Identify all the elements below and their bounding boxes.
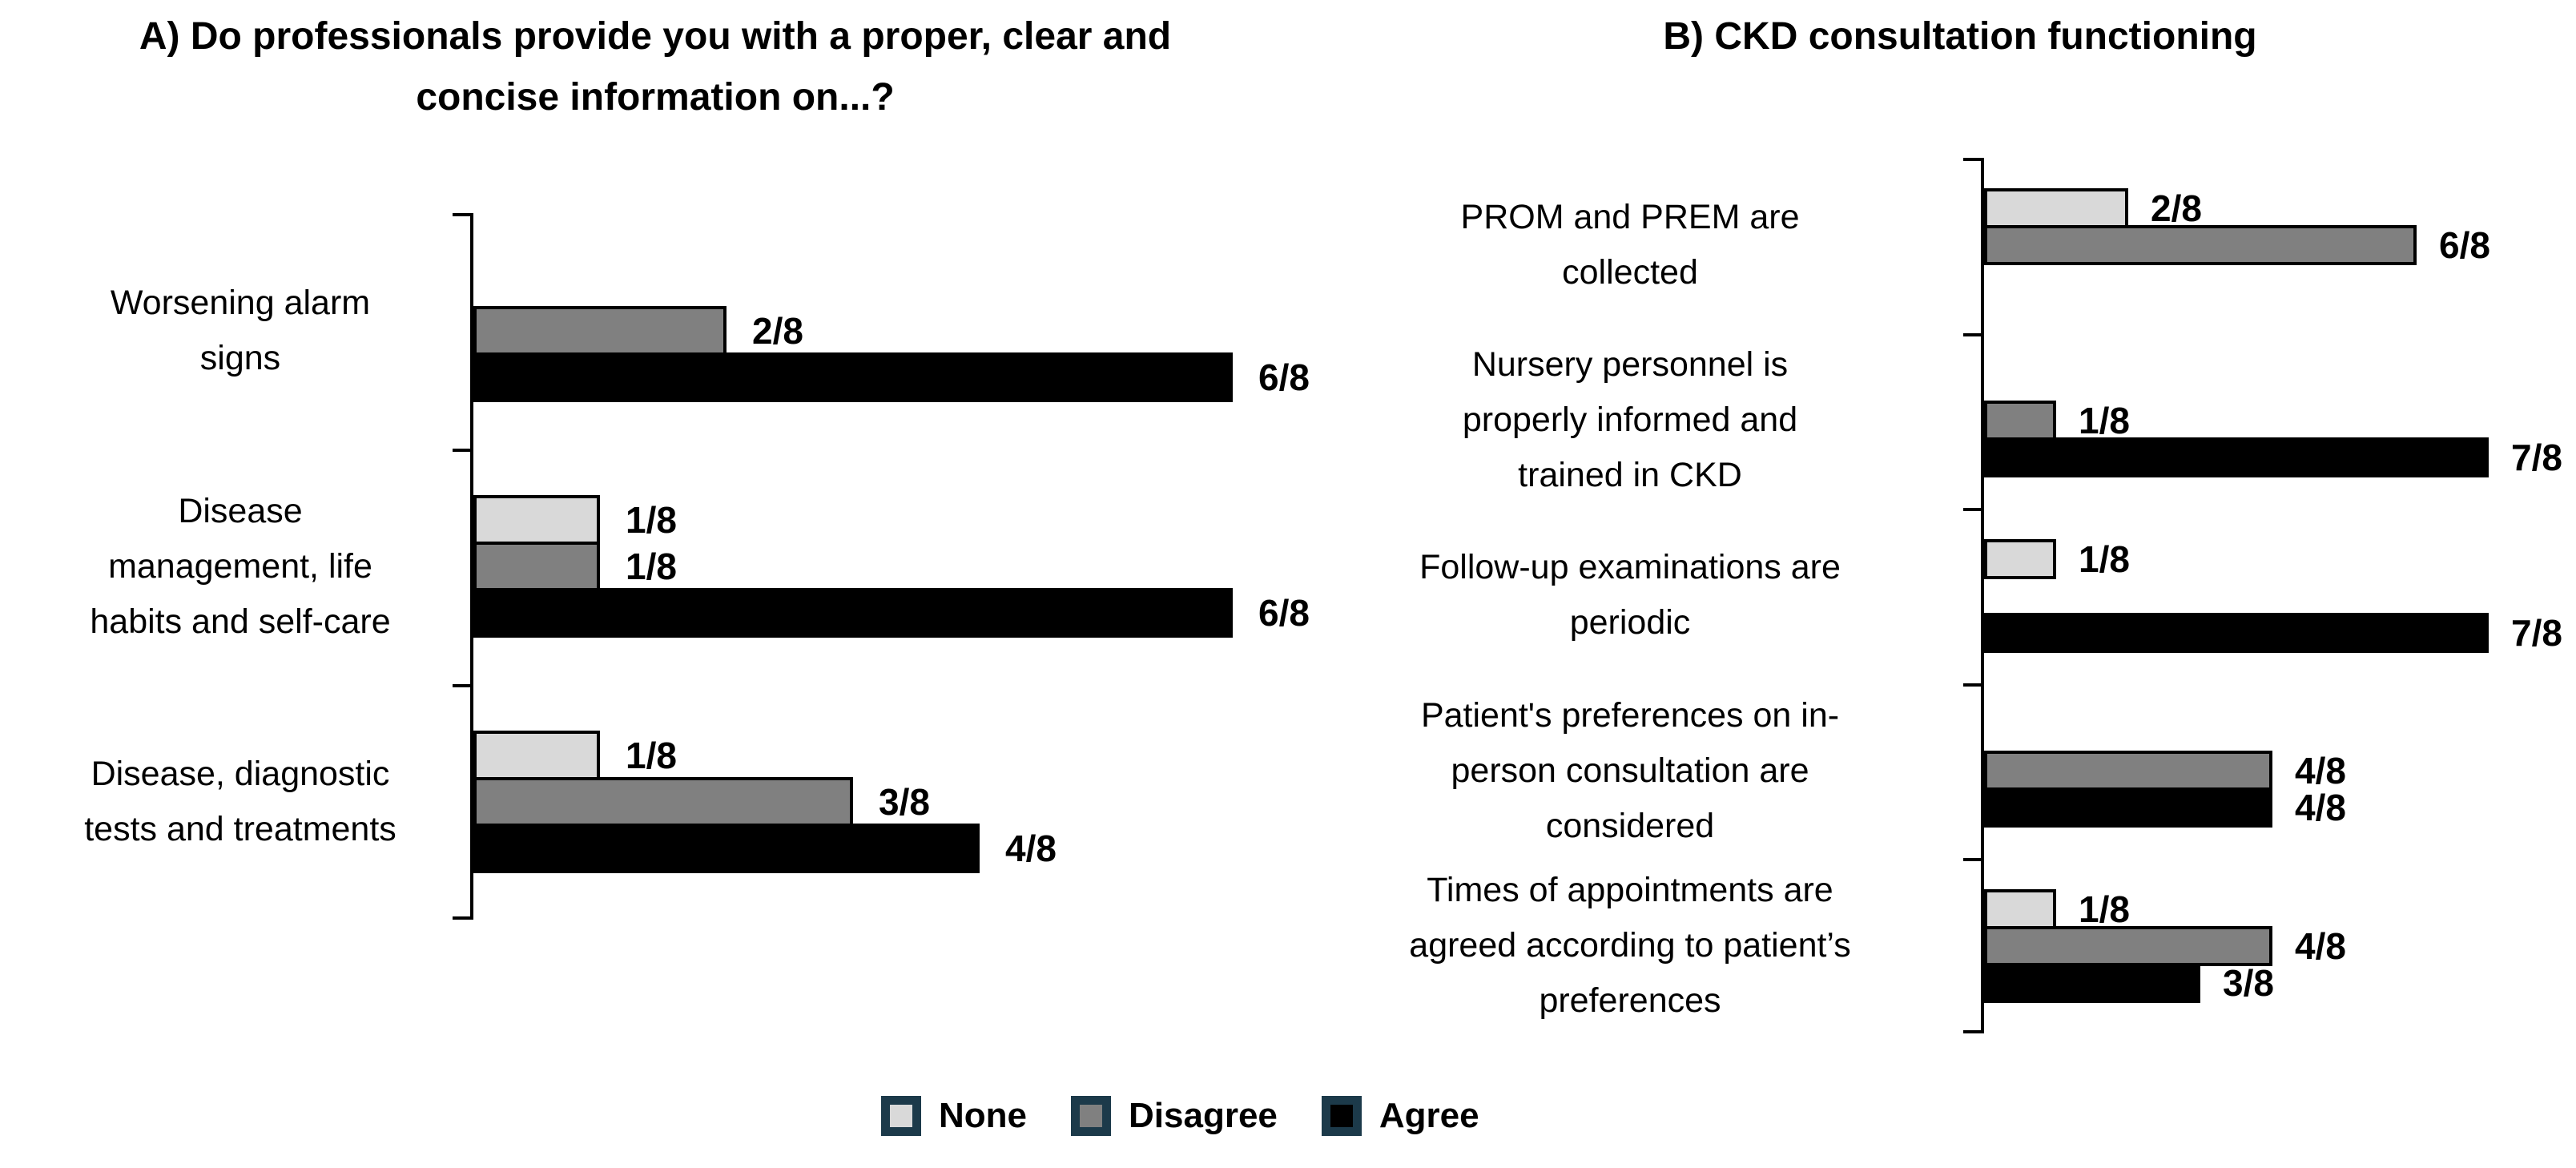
value-label: 2/8 xyxy=(2151,187,2202,229)
axis-tick xyxy=(1963,858,1981,861)
axis-tick xyxy=(453,916,470,920)
value-label: 6/8 xyxy=(1258,592,1310,634)
value-label: 2/8 xyxy=(752,310,803,352)
category-label: PROM and PREM are collected xyxy=(1460,198,1800,292)
bar-none xyxy=(473,495,600,545)
panel-a-title: A) Do professionals provide you with a p… xyxy=(139,15,1172,119)
value-label: 3/8 xyxy=(879,781,930,823)
legend-label-disagree: Disagree xyxy=(1129,1096,1278,1135)
axis-tick xyxy=(453,684,470,687)
legend: None Disagree Agree xyxy=(881,1096,1479,1136)
bar-disagree xyxy=(1984,401,2056,441)
legend-item-disagree: Disagree xyxy=(1071,1096,1278,1136)
axis-tick xyxy=(1963,683,1981,687)
bar-agree xyxy=(473,824,980,873)
legend-label-agree: Agree xyxy=(1379,1096,1479,1135)
value-label: 1/8 xyxy=(2079,888,2130,930)
value-label: 1/8 xyxy=(2079,538,2130,580)
bar-agree xyxy=(1984,613,2489,653)
category-label: Worsening alarm signs xyxy=(110,284,371,377)
bar-agree xyxy=(1984,963,2200,1003)
value-label: 1/8 xyxy=(626,735,677,776)
bar-disagree xyxy=(473,777,853,827)
bar-none xyxy=(473,731,600,780)
value-label: 4/8 xyxy=(2295,787,2346,828)
axis-tick xyxy=(453,213,470,216)
bar-agree xyxy=(473,352,1233,402)
axis-tick xyxy=(453,449,470,452)
axis-tick xyxy=(1963,333,1981,336)
legend-swatch-none-icon xyxy=(881,1096,921,1136)
category-label: Times of appointments are agreed accordi… xyxy=(1409,871,1851,1021)
axis-tick xyxy=(1963,158,1981,161)
value-label: 6/8 xyxy=(2439,224,2490,266)
category-label: Disease, diagnostic tests and treatments xyxy=(84,755,396,848)
axis-tick xyxy=(1963,508,1981,511)
bar-disagree xyxy=(473,306,727,356)
value-label: 1/8 xyxy=(626,499,677,541)
legend-item-agree: Agree xyxy=(1321,1096,1479,1136)
bar-disagree xyxy=(1984,926,2272,966)
category-label: Disease management, life habits and self… xyxy=(90,491,391,641)
bar-none xyxy=(1984,188,2128,228)
value-label: 7/8 xyxy=(2511,612,2562,654)
bar-disagree xyxy=(473,542,600,591)
value-label: 3/8 xyxy=(2223,962,2274,1004)
bar-agree xyxy=(1984,787,2272,828)
value-label: 1/8 xyxy=(626,546,677,587)
category-axis-line xyxy=(1981,158,1984,1033)
bar-disagree xyxy=(1984,751,2272,791)
category-label: Patient's preferences on in- person cons… xyxy=(1420,695,1840,845)
value-label: 7/8 xyxy=(2511,437,2562,478)
bar-agree xyxy=(473,588,1233,638)
bar-none xyxy=(1984,539,2056,579)
bar-none xyxy=(1984,889,2056,929)
value-label: 6/8 xyxy=(1258,356,1310,398)
value-label: 4/8 xyxy=(2295,750,2346,791)
category-axis-line xyxy=(470,213,473,920)
bar-disagree xyxy=(1984,225,2417,265)
axis-tick xyxy=(1963,1030,1981,1033)
legend-swatch-disagree-icon xyxy=(1071,1096,1111,1136)
legend-item-none: None xyxy=(881,1096,1027,1136)
legend-swatch-agree-icon xyxy=(1321,1096,1362,1136)
value-label: 4/8 xyxy=(2295,925,2346,967)
panel-b-title: B) CKD consultation functioning xyxy=(1663,15,2257,58)
bar-agree xyxy=(1984,437,2489,477)
value-label: 1/8 xyxy=(2079,400,2130,441)
category-label: Nursery personnel is properly informed a… xyxy=(1462,345,1798,495)
category-label: Follow-up examinations are periodic xyxy=(1419,548,1841,642)
legend-label-none: None xyxy=(939,1096,1027,1135)
value-label: 4/8 xyxy=(1005,828,1057,869)
